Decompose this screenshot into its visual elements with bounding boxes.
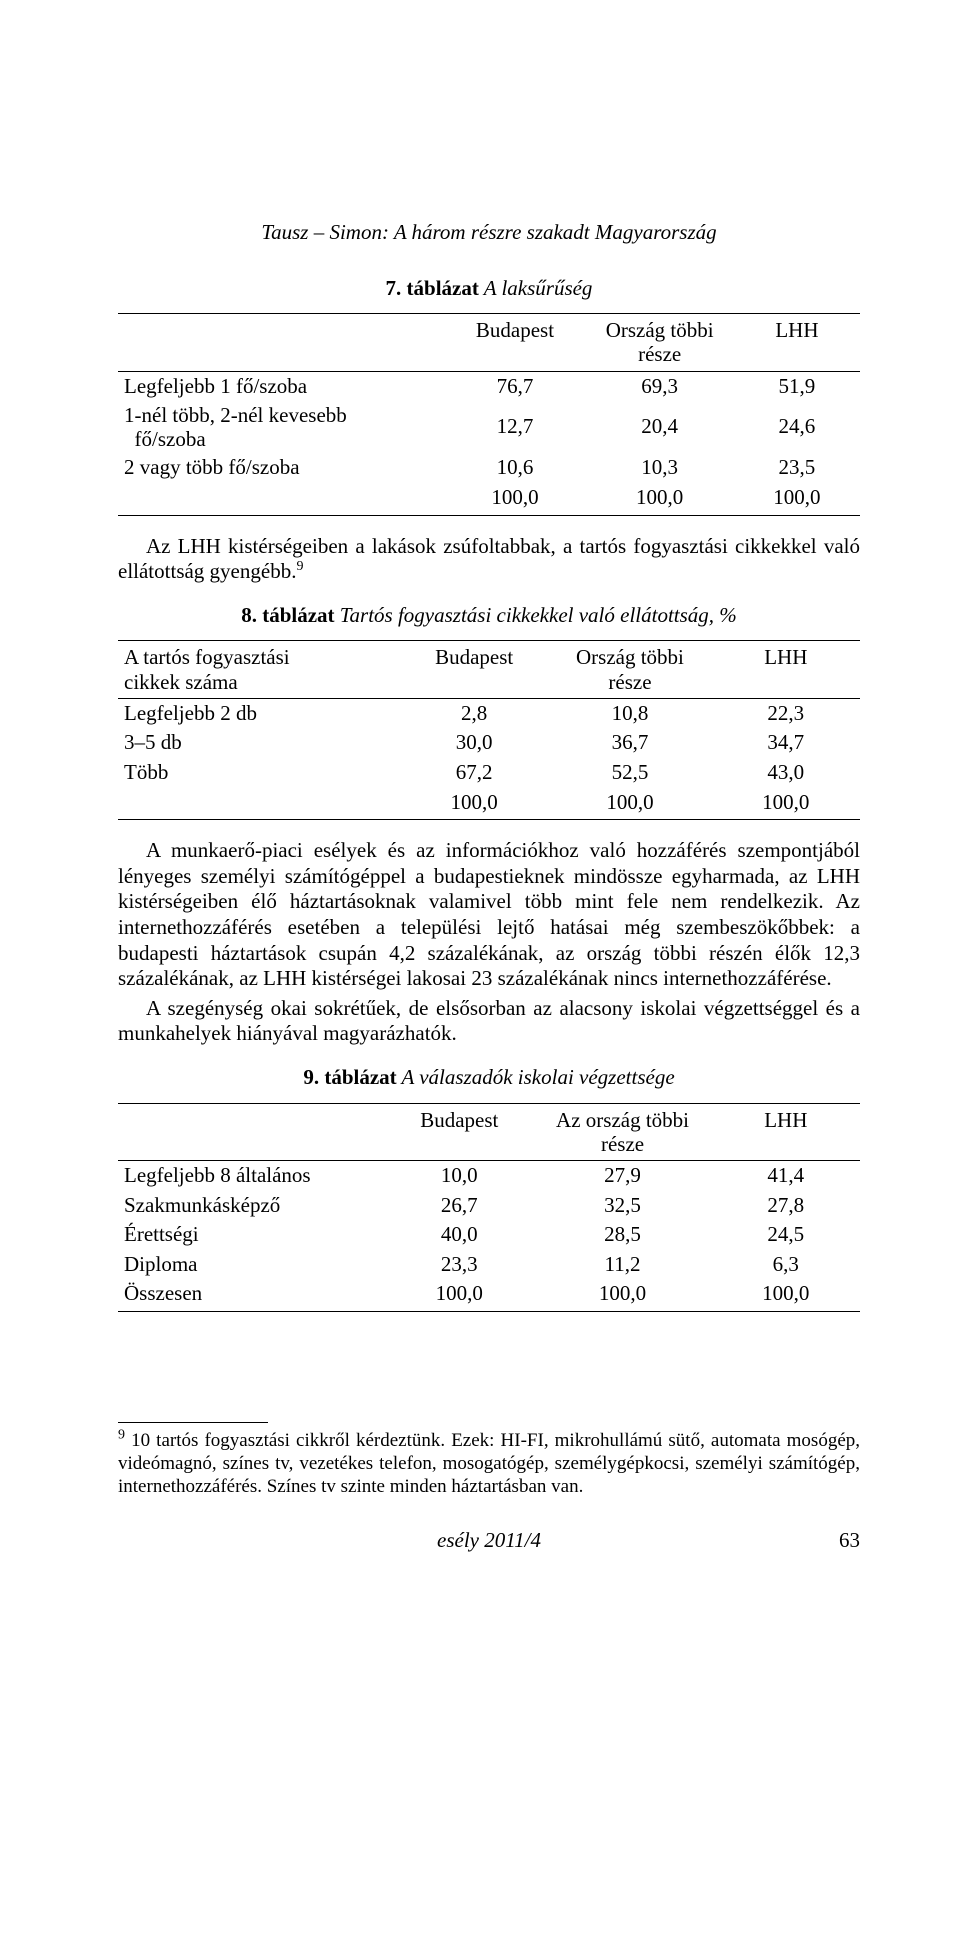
table7-r3-c2: 100,0 xyxy=(585,483,733,515)
table9-r2-label: Érettségi xyxy=(118,1220,385,1250)
table7-r3-label xyxy=(118,483,444,515)
table9-caption: 9. táblázat A válaszadók iskolai végzett… xyxy=(118,1065,860,1091)
table8-caption: 8. táblázat Tartós fogyasztási cikkekkel… xyxy=(118,603,860,629)
table8-r3-c3: 100,0 xyxy=(712,788,860,820)
table9-caption-text: A válaszadók iskolai végzettsége xyxy=(397,1065,675,1089)
table9: Budapest Az ország többirésze LHH Legfel… xyxy=(118,1103,860,1312)
table8-h1: Budapest xyxy=(400,641,548,698)
table7-r0-c2: 69,3 xyxy=(585,371,733,401)
table8-r3-c2: 100,0 xyxy=(548,788,711,820)
table8-r2-c3: 43,0 xyxy=(712,758,860,788)
table8-r3-c1: 100,0 xyxy=(400,788,548,820)
table9-r4-c1: 100,0 xyxy=(385,1279,533,1311)
table8-r2-label: Több xyxy=(118,758,400,788)
footnote-9-num: 9 xyxy=(118,1428,125,1443)
table8-r0-label: Legfeljebb 2 db xyxy=(118,698,400,728)
table9-r0-c3: 41,4 xyxy=(712,1160,860,1190)
paragraph-after-t7-text: Az LHH kistérségeiben a lakások zsúfolta… xyxy=(118,534,860,584)
table8-h3: LHH xyxy=(712,641,860,698)
table9-r2-c1: 40,0 xyxy=(385,1220,533,1250)
paragraph-after-t8: A munkaerő-piaci esélyek és az informáci… xyxy=(118,838,860,992)
table7-r2-label: 2 vagy több fő/szoba xyxy=(118,453,444,483)
table7: Budapest Ország többirésze LHH Legfeljeb… xyxy=(118,313,860,515)
table9-r1-c3: 27,8 xyxy=(712,1191,860,1221)
table8-r1-label: 3–5 db xyxy=(118,728,400,758)
table7-h1: Budapest xyxy=(444,314,585,371)
table9-r2-c3: 24,5 xyxy=(712,1220,860,1250)
table7-r0-c1: 76,7 xyxy=(444,371,585,401)
table7-h0 xyxy=(118,314,444,371)
table7-caption: 7. táblázat A laksűrűség xyxy=(118,276,860,302)
table9-r1-label: Szakmunkásképző xyxy=(118,1191,385,1221)
table7-r3-c1: 100,0 xyxy=(444,483,585,515)
table7-r2-c1: 10,6 xyxy=(444,453,585,483)
table7-caption-num: 7. táblázat xyxy=(386,276,479,300)
table9-r1-c1: 26,7 xyxy=(385,1191,533,1221)
table9-h0 xyxy=(118,1103,385,1160)
footnote-9: 9 10 tartós fogyasztási cikkről kérdeztü… xyxy=(118,1429,860,1499)
table9-caption-num: 9. táblázat xyxy=(303,1065,396,1089)
table9-r2-c2: 28,5 xyxy=(534,1220,712,1250)
table7-r0-label: Legfeljebb 1 fő/szoba xyxy=(118,371,444,401)
table9-r0-c2: 27,9 xyxy=(534,1160,712,1190)
table7-r1-c1: 12,7 xyxy=(444,401,585,453)
table7-r2-c3: 23,5 xyxy=(734,453,860,483)
footer-page-number: 63 xyxy=(820,1528,860,1554)
paragraph-after-t8b: A szegénység okai sokrétűek, de elsősorb… xyxy=(118,996,860,1047)
table9-r0-c1: 10,0 xyxy=(385,1160,533,1190)
table7-r1-c2: 20,4 xyxy=(585,401,733,453)
table9-r4-c2: 100,0 xyxy=(534,1279,712,1311)
page-footer: esély 2011/4 63 xyxy=(118,1528,860,1554)
table7-r1-c3: 24,6 xyxy=(734,401,860,453)
table8-r2-c1: 67,2 xyxy=(400,758,548,788)
table9-h1: Budapest xyxy=(385,1103,533,1160)
table8-r1-c3: 34,7 xyxy=(712,728,860,758)
table7-r0-c3: 51,9 xyxy=(734,371,860,401)
table9-r3-c2: 11,2 xyxy=(534,1250,712,1280)
table9-r1-c2: 32,5 xyxy=(534,1191,712,1221)
table9-r4-c3: 100,0 xyxy=(712,1279,860,1311)
running-head: Tausz – Simon: A három részre szakadt Ma… xyxy=(118,220,860,246)
footer-journal: esély 2011/4 xyxy=(158,1528,820,1554)
table9-r3-label: Diploma xyxy=(118,1250,385,1280)
table7-caption-text: A laksűrűség xyxy=(479,276,593,300)
table7-r1-label: 1-nél több, 2-nél kevesebb fő/szoba xyxy=(118,401,444,453)
table8-r3-label xyxy=(118,788,400,820)
table8-r2-c2: 52,5 xyxy=(548,758,711,788)
table9-h3: LHH xyxy=(712,1103,860,1160)
table8-r1-c1: 30,0 xyxy=(400,728,548,758)
table7-h3: LHH xyxy=(734,314,860,371)
table9-r0-label: Legfeljebb 8 általános xyxy=(118,1160,385,1190)
table8-caption-text: Tartós fogyasztási cikkekkel való elláto… xyxy=(335,603,737,627)
table7-r3-c3: 100,0 xyxy=(734,483,860,515)
table7-r2-c2: 10,3 xyxy=(585,453,733,483)
footnote-9-text: 10 tartós fogyasztási cikkről kérdeztünk… xyxy=(118,1430,860,1497)
table9-r4-label: Összesen xyxy=(118,1279,385,1311)
table8-h0: A tartós fogyasztásicikkek száma xyxy=(118,641,400,698)
table8-h2: Ország többirésze xyxy=(548,641,711,698)
table9-r3-c1: 23,3 xyxy=(385,1250,533,1280)
table8: A tartós fogyasztásicikkek száma Budapes… xyxy=(118,640,860,820)
table8-r0-c2: 10,8 xyxy=(548,698,711,728)
table9-h2: Az ország többirésze xyxy=(534,1103,712,1160)
footnote-separator xyxy=(118,1422,268,1423)
table8-r1-c2: 36,7 xyxy=(548,728,711,758)
table9-r3-c3: 6,3 xyxy=(712,1250,860,1280)
table8-r0-c3: 22,3 xyxy=(712,698,860,728)
table8-caption-num: 8. táblázat xyxy=(241,603,334,627)
footnote-ref-9: 9 xyxy=(296,559,303,574)
table8-r0-c1: 2,8 xyxy=(400,698,548,728)
paragraph-after-t7: Az LHH kistérségeiben a lakások zsúfolta… xyxy=(118,534,860,585)
table7-h2: Ország többirésze xyxy=(585,314,733,371)
